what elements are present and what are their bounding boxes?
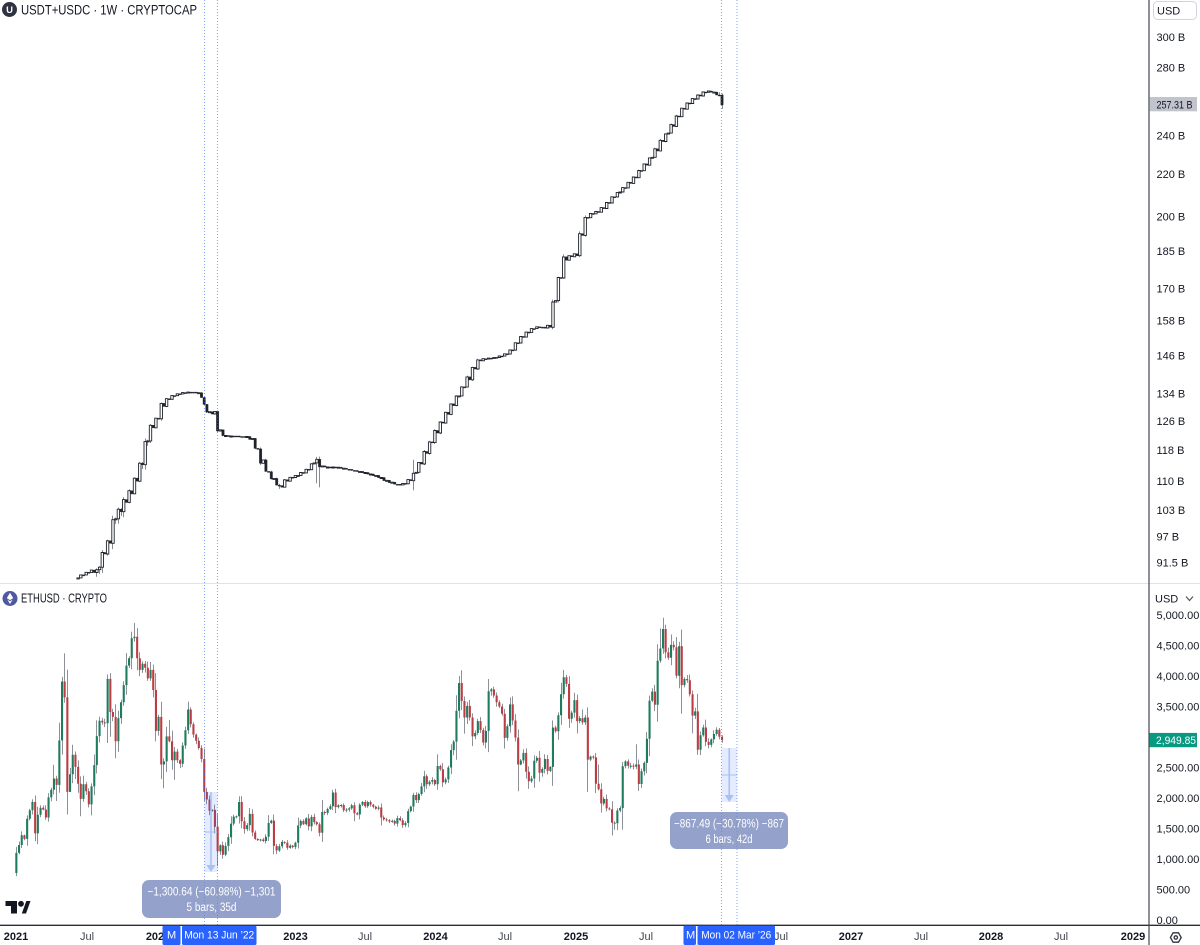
svg-text:−1,300.64 (−60.98%) −1,301: −1,300.64 (−60.98%) −1,301	[148, 887, 276, 899]
svg-text:1,000.00: 1,000.00	[1157, 854, 1200, 866]
svg-text:M: M	[167, 930, 176, 942]
svg-text:USD: USD	[1157, 6, 1180, 18]
svg-text:240 B: 240 B	[1157, 131, 1186, 143]
svg-text:2023: 2023	[283, 931, 307, 943]
svg-text:3,500.00: 3,500.00	[1157, 702, 1200, 714]
svg-text:2029: 2029	[1121, 931, 1145, 943]
svg-text:1,500.00: 1,500.00	[1157, 824, 1200, 836]
svg-text:500.00: 500.00	[1157, 885, 1191, 897]
svg-text:170 B: 170 B	[1157, 283, 1186, 295]
svg-text:ETHUSD · CRYPTO: ETHUSD · CRYPTO	[21, 591, 107, 606]
svg-text:4,000.00: 4,000.00	[1157, 671, 1200, 683]
svg-text:97 B: 97 B	[1157, 532, 1180, 544]
svg-text:USD: USD	[1155, 594, 1178, 606]
svg-text:U: U	[6, 5, 13, 16]
svg-text:202: 202	[146, 931, 164, 943]
svg-text:Mon 02 Mar ’26: Mon 02 Mar ’26	[701, 930, 771, 942]
svg-text:Mon 13 Jun ’22: Mon 13 Jun ’22	[184, 930, 254, 942]
svg-text:220 B: 220 B	[1157, 169, 1186, 181]
svg-text:103 B: 103 B	[1157, 505, 1186, 517]
svg-text:2021: 2021	[4, 931, 28, 943]
svg-text:200 B: 200 B	[1157, 211, 1186, 223]
svg-text:257.31 B: 257.31 B	[1157, 99, 1193, 111]
svg-text:146 B: 146 B	[1157, 351, 1186, 363]
svg-text:118 B: 118 B	[1157, 445, 1185, 457]
svg-text:2,949.85: 2,949.85	[1156, 735, 1196, 747]
svg-text:Jul: Jul	[498, 931, 512, 943]
svg-text:Jul: Jul	[80, 931, 94, 943]
svg-text:91.5 B: 91.5 B	[1157, 557, 1189, 569]
svg-text:2,000.00: 2,000.00	[1157, 793, 1200, 805]
svg-text:Jul: Jul	[358, 931, 372, 943]
svg-text:134 B: 134 B	[1157, 389, 1186, 401]
svg-text:280 B: 280 B	[1157, 63, 1186, 75]
svg-text:4,500.00: 4,500.00	[1157, 641, 1200, 653]
svg-text:2025: 2025	[564, 931, 588, 943]
svg-text:5,000.00: 5,000.00	[1157, 610, 1200, 622]
svg-text:M: M	[686, 930, 695, 942]
svg-text:2024: 2024	[423, 931, 448, 943]
svg-text:−867.49 (−30.78%) −867: −867.49 (−30.78%) −867	[674, 819, 784, 831]
svg-text:Jul: Jul	[639, 931, 653, 943]
svg-text:158 B: 158 B	[1157, 316, 1186, 328]
svg-text:Jul: Jul	[914, 931, 928, 943]
svg-text:185 B: 185 B	[1157, 246, 1186, 258]
svg-text:6 bars, 42d: 6 bars, 42d	[706, 834, 753, 846]
svg-text:110 B: 110 B	[1157, 476, 1185, 488]
svg-text:0.00: 0.00	[1157, 915, 1178, 927]
svg-text:2,500.00: 2,500.00	[1157, 763, 1200, 775]
svg-text:300 B: 300 B	[1157, 32, 1186, 44]
svg-text:126 B: 126 B	[1157, 416, 1186, 428]
svg-text:Jul: Jul	[1054, 931, 1068, 943]
svg-text:2027: 2027	[839, 931, 863, 943]
svg-text:5 bars, 35d: 5 bars, 35d	[187, 902, 237, 914]
svg-text:2028: 2028	[979, 931, 1003, 943]
svg-text:Jul: Jul	[774, 931, 788, 943]
svg-text:USDT+USDC · 1W · CRYPTOCAP: USDT+USDC · 1W · CRYPTOCAP	[21, 3, 197, 18]
